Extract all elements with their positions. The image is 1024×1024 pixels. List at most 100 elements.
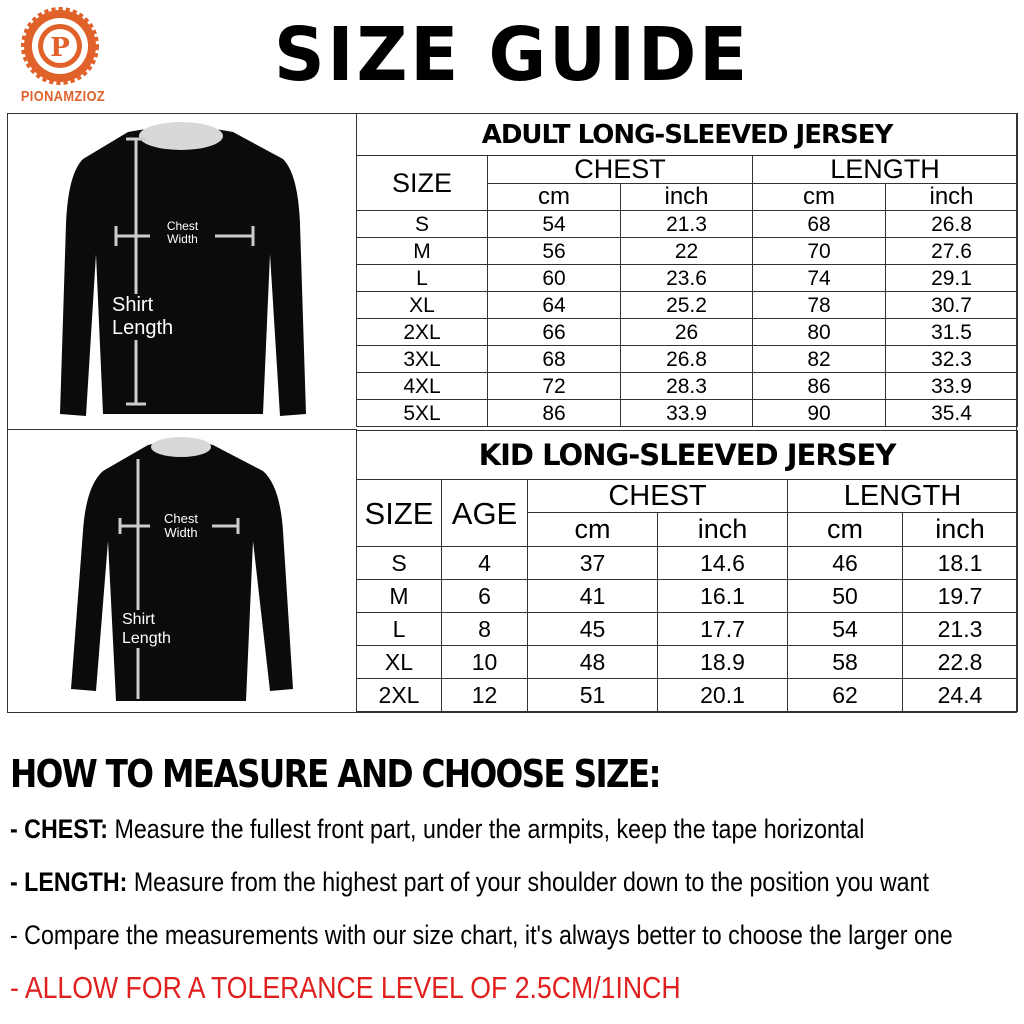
table-cell: M [356,579,442,613]
table-row: S 4 37 14.6 46 18.1 [356,546,1019,580]
table-cell: 26.8 [884,210,1019,238]
table-cell: 74 [752,264,886,292]
table-cell: 8 [441,612,528,646]
table-cell: 68 [487,345,621,373]
unit-header: inch [657,512,788,547]
table-cell: M [356,237,488,265]
table-cell: 21.3 [620,210,753,238]
chest-width-label: Chest [164,511,198,526]
table-cell: 14.6 [657,546,788,580]
table-cell: 78 [752,291,886,319]
table-cell: 29.1 [884,264,1019,292]
table-cell: 66 [487,318,621,346]
table-cell: 86 [752,372,886,400]
tolerance-note: - ALLOW FOR A TOLERANCE LEVEL OF 2.5CM/1… [10,970,681,1005]
table-cell: 46 [787,546,903,580]
table-cell: 21.3 [901,612,1019,646]
table-row: 5XL 86 33.9 90 35.4 [356,399,1019,427]
table-cell: 54 [787,612,903,646]
unit-header: inch [901,512,1019,547]
length-instruction-label: - LENGTH: [10,867,128,897]
table-cell: XL [356,291,488,319]
table-row: 4XL 72 28.3 86 33.9 [356,372,1019,400]
table-cell: 35.4 [884,399,1019,427]
table-cell: 16.1 [657,579,788,613]
table-cell: 80 [752,318,886,346]
table-cell: 6 [441,579,528,613]
table-cell: 31.5 [884,318,1019,346]
unit-header: cm [787,512,903,547]
brand-name: PIONAMZIOZ [20,88,106,105]
divider [7,429,357,430]
adult-table-title: ADULT LONG-SLEEVED JERSEY [355,113,1019,156]
table-cell: 19.7 [901,579,1019,613]
chest-instruction-text: Measure the fullest front part, under th… [114,814,865,844]
table-cell: 2XL [356,678,442,712]
table-cell: 28.3 [620,372,753,400]
table-cell: 10 [441,645,528,679]
brand-logo-icon: P [21,7,99,85]
kid-size-table: KID LONG-SLEEVED JERSEY SIZE AGE CHEST L… [355,430,1019,712]
table-row: 2XL 12 51 20.1 62 24.4 [356,678,1019,712]
table-cell: 60 [487,264,621,292]
table-cell: 51 [527,678,658,712]
table-cell: 4XL [356,372,488,400]
table-cell: 37 [527,546,658,580]
table-cell: 18.1 [901,546,1019,580]
table-cell: 54 [487,210,621,238]
table-cell: S [356,546,442,580]
table-row: XL 10 48 18.9 58 22.8 [356,645,1019,679]
compare-instruction: - Compare the measurements with our size… [10,920,953,950]
table-cell: L [356,612,442,646]
table-cell: 30.7 [884,291,1019,319]
table-cell: 90 [752,399,886,427]
table-cell: 32.3 [884,345,1019,373]
table-cell: 3XL [356,345,488,373]
table-cell: 33.9 [620,399,753,427]
unit-header: cm [487,183,621,211]
unit-header: inch [884,183,1019,211]
table-cell: 5XL [356,399,488,427]
table-cell: 56 [487,237,621,265]
table-cell: 64 [487,291,621,319]
instructions-heading: HOW TO MEASURE AND CHOOSE SIZE: [10,752,662,796]
table-cell: 2XL [356,318,488,346]
table-cell: 17.7 [657,612,788,646]
table-row: M 6 41 16.1 50 19.7 [356,579,1019,613]
chest-width-label: Chest [166,219,199,233]
table-cell: 48 [527,645,658,679]
shirt-length-label: Length [122,630,171,648]
adult-shirt-figure [60,122,306,416]
table-cell: 12 [441,678,528,712]
table-cell: 18.9 [657,645,788,679]
table-cell: 72 [487,372,621,400]
table-row: XL 64 25.2 78 30.7 [356,291,1019,319]
table-cell: 24.4 [901,678,1019,712]
length-instruction: - LENGTH: Measure from the highest part … [10,867,929,898]
table-cell: 20.1 [657,678,788,712]
length-instruction-text: Measure from the highest part of your sh… [133,867,929,897]
table-cell: L [356,264,488,292]
shirt-length-label: Length [112,317,174,339]
table-cell: 45 [527,612,658,646]
kid-shirt-figure [71,437,293,701]
chest-header: CHEST [527,479,788,513]
table-cell: 58 [787,645,903,679]
table-row: S 54 21.3 68 26.8 [356,210,1019,238]
size-header: SIZE [356,479,442,547]
table-row: 3XL 68 26.8 82 32.3 [356,345,1019,373]
page-title: SIZE GUIDE [273,12,751,98]
table-cell: 22 [620,237,753,265]
age-header: AGE [441,479,528,547]
unit-header: inch [620,183,753,211]
table-cell: 27.6 [884,237,1019,265]
size-header: SIZE [356,155,488,211]
unit-header: cm [752,183,886,211]
shirt-length-label: Shirt [122,611,155,628]
table-cell: 26 [620,318,753,346]
svg-text:P: P [50,33,70,63]
table-cell: S [356,210,488,238]
table-cell: 62 [787,678,903,712]
shirt-length-label: Shirt [112,294,154,316]
